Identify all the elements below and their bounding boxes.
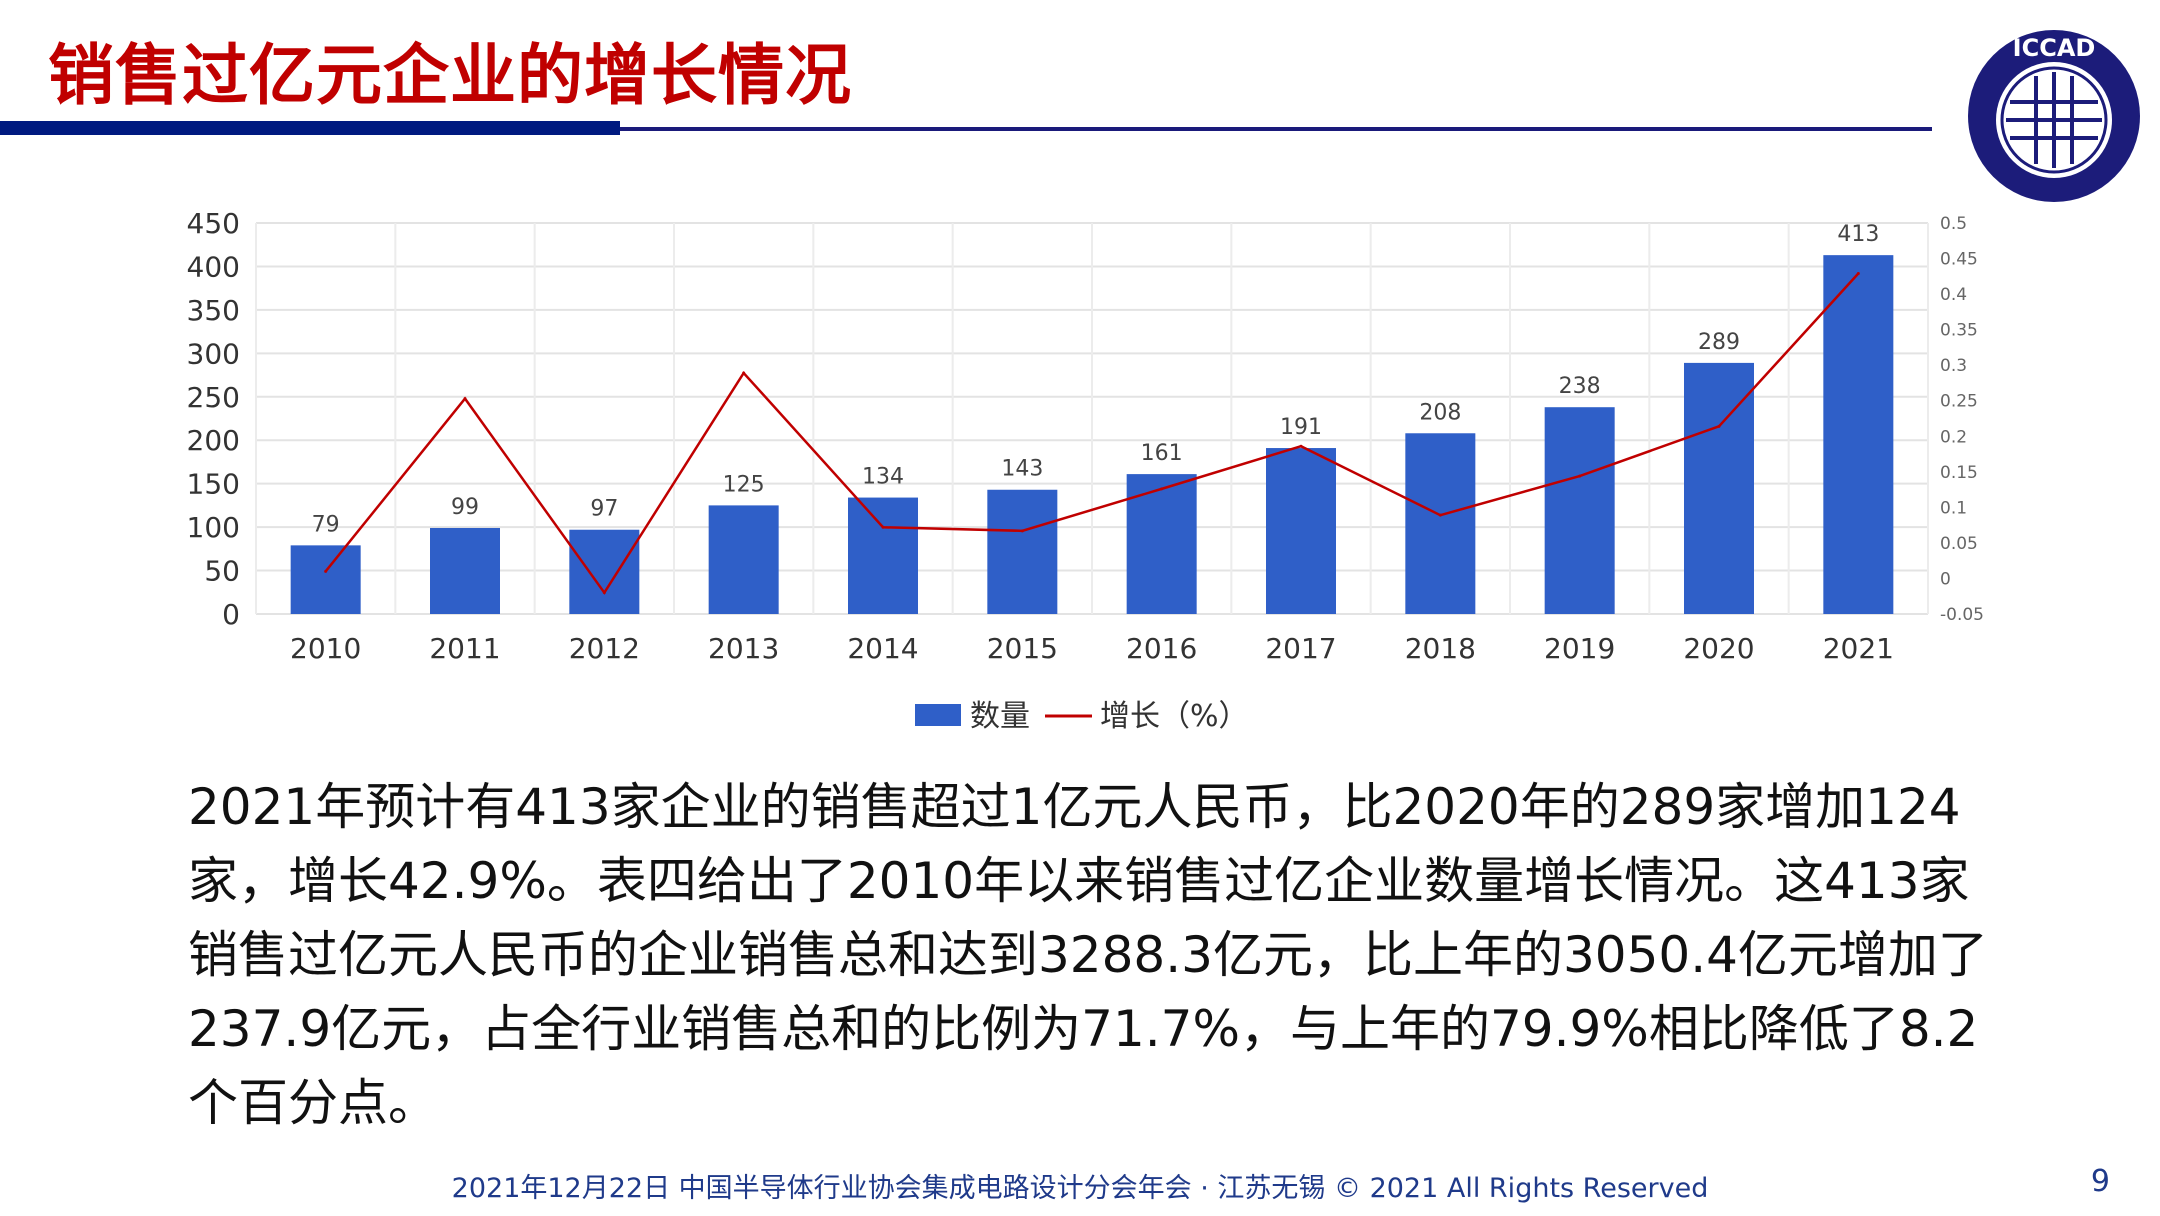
- bar-data-label: 134: [862, 465, 904, 490]
- iccad-logo: ICCAD: [1968, 30, 2140, 202]
- bar-data-label: 238: [1559, 374, 1601, 399]
- left-axis-tick: 200: [187, 424, 240, 457]
- growth-point-2019: [1578, 474, 1582, 478]
- bar-data-label: 161: [1141, 441, 1183, 466]
- bar-data-label: 99: [451, 495, 479, 520]
- bar-2010: [290, 545, 361, 614]
- growth-point-2010: [324, 569, 328, 573]
- growth-point-2014: [881, 525, 885, 529]
- right-axis-tick: 0.05: [1940, 534, 1978, 554]
- bar-2016: [1126, 474, 1197, 614]
- x-axis-tick: 2020: [1683, 632, 1754, 665]
- growth-point-2016: [1160, 487, 1164, 491]
- growth-point-2011: [463, 397, 467, 401]
- footer: 2021年12月22日 中国半导体行业协会集成电路设计分会年会 · 江苏无锡 ©…: [451, 1173, 1709, 1204]
- right-axis-tick: 0.2: [1940, 427, 1967, 447]
- bar-data-label: 289: [1698, 330, 1740, 355]
- x-axis-tick: 2017: [1265, 632, 1336, 665]
- title-underline-thin: [620, 127, 1932, 131]
- bar-data-label: 208: [1419, 400, 1461, 425]
- left-axis-tick: 150: [187, 468, 240, 501]
- bar-data-label: 191: [1280, 415, 1322, 440]
- bar-2014: [848, 497, 918, 614]
- growth-point-2012: [602, 591, 606, 595]
- bar-data-label: 79: [312, 512, 340, 537]
- right-axis-tick: 0: [1940, 569, 1951, 589]
- bar-2021: [1823, 255, 1894, 614]
- x-axis-tick: 2014: [847, 632, 918, 665]
- bar-2012: [569, 529, 640, 614]
- x-axis-tick: 2015: [987, 632, 1058, 665]
- growth-point-2017: [1299, 444, 1303, 448]
- x-axis-tick: 2011: [429, 632, 500, 665]
- right-axis-tick: 0.45: [1940, 250, 1978, 270]
- left-axis-tick: 400: [187, 250, 240, 283]
- right-axis-tick: -0.05: [1940, 605, 1984, 625]
- legend-label-bar: 数量: [970, 699, 1030, 734]
- chart: 0 50 100 150 200 250 300 350 400 450 -0.05 0 0.05 0.1…: [187, 207, 1984, 734]
- bar-2019: [1544, 407, 1615, 614]
- right-axis-tick: 0.5: [1940, 214, 1967, 234]
- svg-text:ICCAD: ICCAD: [2013, 34, 2096, 62]
- bar-2017: [1266, 448, 1336, 614]
- x-axis-tick: 2013: [708, 632, 779, 665]
- title-underline-thick: [0, 121, 620, 135]
- right-axis-tick: 0.25: [1940, 392, 1978, 412]
- left-axis-tick: 300: [187, 337, 240, 370]
- x-axis-tick: 2018: [1405, 632, 1476, 665]
- right-axis-tick: 0.15: [1940, 463, 1978, 483]
- bar-data-label: 413: [1837, 222, 1879, 247]
- growth-point-2018: [1438, 513, 1442, 517]
- right-axis-tick: 0.4: [1940, 285, 1967, 305]
- growth-point-2015: [1020, 529, 1024, 533]
- bar-2018: [1405, 433, 1476, 614]
- bar-2015: [987, 489, 1058, 614]
- page-number: 9: [2090, 1164, 2110, 1199]
- x-axis-tick: 2010: [290, 632, 361, 665]
- slide-title: 销售过亿元企业的增长情况: [48, 37, 852, 114]
- x-axis-tick: 2012: [569, 632, 640, 665]
- x-axis-tick: 2016: [1126, 632, 1197, 665]
- legend-label-line: 增长（%）: [1100, 699, 1249, 734]
- x-axis-tick: 2019: [1544, 632, 1615, 665]
- bar-2020: [1684, 362, 1754, 614]
- left-axis-tick: 250: [187, 381, 240, 414]
- left-axis-tick: 100: [187, 511, 240, 544]
- bar-data-label: 125: [723, 472, 765, 497]
- bar-2011: [430, 527, 500, 614]
- right-axis-tick: 0.1: [1940, 498, 1967, 518]
- growth-line: [324, 272, 1860, 595]
- bar-data-label: 97: [590, 497, 618, 522]
- left-axis-tick: 50: [204, 555, 240, 588]
- growth-point-2013: [742, 371, 746, 375]
- growth-point-2020: [1717, 424, 1721, 428]
- bar-data-label: 143: [1001, 457, 1043, 482]
- right-axis-tick: 0.3: [1940, 356, 1967, 376]
- x-axis-tick: 2021: [1823, 632, 1894, 665]
- bar-2013: [708, 505, 779, 614]
- legend-swatch-bar: [915, 704, 961, 726]
- growth-point-2021: [1856, 271, 1860, 275]
- right-axis-tick: 0.35: [1940, 321, 1978, 341]
- left-axis-tick: 450: [187, 207, 240, 240]
- description-paragraph: 2021年预计有413家企业的销售超过1亿元人民币，比2020年的289家增加1…: [188, 778, 1988, 1132]
- left-axis-tick: 0: [222, 598, 240, 631]
- left-axis-tick: 350: [187, 294, 240, 327]
